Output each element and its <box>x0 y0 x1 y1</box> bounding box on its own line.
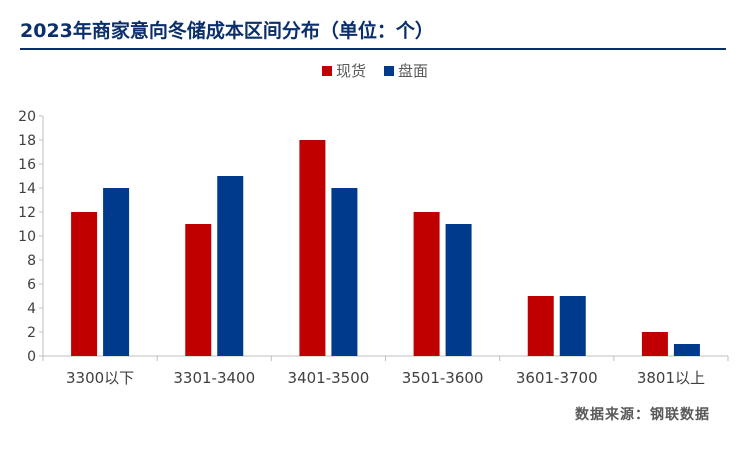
y-tick-label: 12 <box>18 205 36 221</box>
bar-spot <box>299 140 326 356</box>
y-tick-label: 18 <box>18 133 36 149</box>
y-tick-label: 20 <box>18 109 36 125</box>
legend-label: 盘面 <box>398 62 428 80</box>
y-tick-label: 2 <box>27 325 36 341</box>
bar-spot <box>185 224 212 356</box>
y-tick-label: 6 <box>27 277 36 293</box>
x-tick-label: 3401-3500 <box>288 369 370 387</box>
data-source-note: 数据来源：钢联数据 <box>575 407 710 423</box>
y-tick-label: 10 <box>18 229 36 245</box>
bar-futures <box>331 188 358 356</box>
legend-swatch <box>384 66 394 76</box>
y-tick-label: 14 <box>18 181 36 197</box>
x-tick-label: 3300以下 <box>66 369 134 387</box>
legend-label: 现货 <box>336 62 366 80</box>
bar-spot <box>527 296 554 356</box>
y-tick-label: 4 <box>27 301 36 317</box>
y-tick-label: 16 <box>18 157 36 173</box>
x-tick-label: 3301-3400 <box>173 369 255 387</box>
chart-title: 2023年商家意向冬储成本区间分布（单位：个） <box>20 20 434 42</box>
title-underline <box>20 48 726 50</box>
x-tick-label: 3801以上 <box>637 369 705 387</box>
bar-futures <box>445 224 472 356</box>
y-tick-label: 0 <box>27 349 36 365</box>
bar-spot <box>71 212 98 356</box>
y-tick-label: 8 <box>27 253 36 269</box>
x-tick-label: 3601-3700 <box>516 369 598 387</box>
bar-futures <box>103 188 130 356</box>
bar-futures <box>559 296 586 356</box>
bar-futures <box>673 344 700 356</box>
title-bar: 2023年商家意向冬储成本区间分布（单位：个） <box>20 12 726 50</box>
bar-spot <box>413 212 440 356</box>
bar-spot <box>641 332 668 356</box>
bar-futures <box>217 176 244 356</box>
x-tick-label: 3501-3600 <box>402 369 484 387</box>
legend-swatch <box>322 66 332 76</box>
